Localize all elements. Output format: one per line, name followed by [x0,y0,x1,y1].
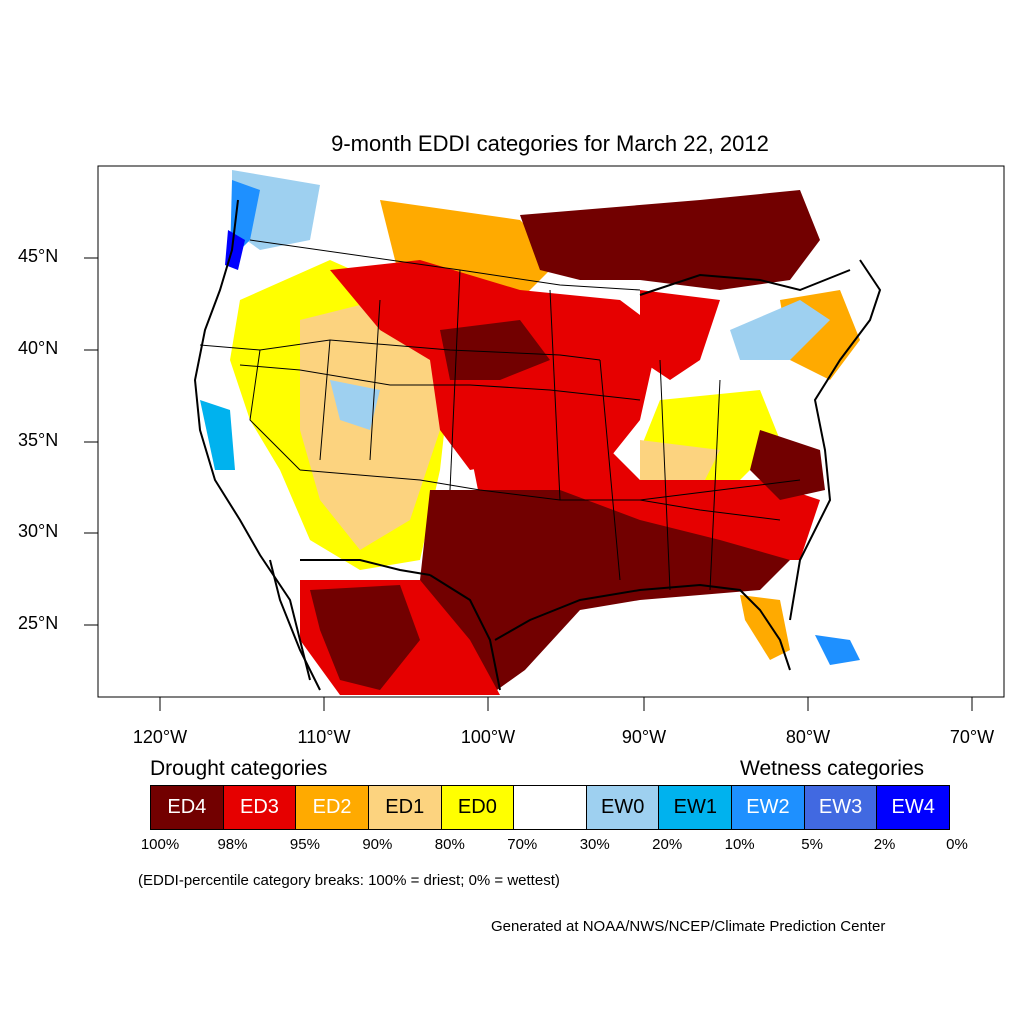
legend-break-label: 98% [217,836,248,853]
lat-label-45: 45°N [18,246,59,266]
lon-label-110w: 110°W [297,727,351,747]
lat-label-25: 25°N [18,613,59,633]
ew1-region-california [200,400,235,470]
ed4-region-southeast [750,430,825,500]
legend-box-neutral [514,786,587,829]
drought-heading: Drought categories [150,757,328,780]
legend-box-ed2: ED2 [296,786,369,829]
lon-label-90w: 90°W [621,727,667,747]
legend-box-ew0: EW0 [586,786,660,829]
legend-break-label: 20% [652,836,683,853]
lat-ticks [84,257,98,626]
legend-break-label: 5% [801,836,823,853]
legend-box-ed0: ED0 [441,786,515,829]
legend-break-label: 95% [289,836,320,853]
legend-box-ed4: ED4 [151,786,224,829]
legend-break-label: 70% [507,836,538,853]
ed3-region-east [640,290,720,380]
legend-box-ed3: ED3 [223,786,297,829]
lon-label-120w: 120°W [132,727,188,747]
legend-box-ew4: EW4 [877,786,950,829]
ed4-region-north [520,190,820,290]
ed4-region-south [420,490,790,695]
wetness-heading: Wetness categories [740,757,925,780]
coastlines [193,199,882,691]
lat-label-40: 40°N [18,338,59,358]
ed3-region-south [470,440,820,560]
legend-break-label: 30% [579,836,610,853]
legend-break-label: 0% [946,836,968,853]
legend-break-label: 10% [724,836,755,853]
legend-break-label: 80% [434,836,465,853]
legend-box-ew2: EW2 [732,786,805,829]
legend-box-ed1: ED1 [368,786,442,829]
lon-label-100w: 100°W [460,727,516,747]
credit-line: Generated at NOAA/NWS/NCEP/Climate Predi… [491,918,886,935]
ed4-region-mexico [310,585,420,690]
legend-break-label: 100% [140,836,180,853]
ew0-region-nevada [330,380,380,430]
map-fill-layer [190,170,882,695]
map-frame [97,165,1005,698]
lon-ticks [159,697,973,711]
lat-label-30: 30°N [18,521,59,541]
legend-break-label: 90% [362,836,393,853]
map-title: 9-month EDDI categories for March 22, 20… [331,131,769,156]
legend-box-ew1: EW1 [659,786,733,829]
legend-break-label: 2% [873,836,896,853]
ew0-region-greatlakes [730,300,830,360]
category-note: (EDDI-percentile category breaks: 100% =… [138,872,560,889]
lon-label-80w: 80°W [785,727,831,747]
ed1-region-east [640,440,720,490]
lon-label-70w: 70°W [949,727,995,747]
lat-label-35: 35°N [18,430,59,450]
ew2-region-caribbean [815,635,860,665]
ed4-region-midwest [440,320,550,380]
ed2-region-florida [740,595,790,660]
state-boundaries [199,239,801,591]
legend-box-ew3: EW3 [804,786,878,829]
legend-bar: ED4 ED3 ED2 ED1 ED0 EW0 EW1 EW2 EW3 EW4 [150,785,950,830]
